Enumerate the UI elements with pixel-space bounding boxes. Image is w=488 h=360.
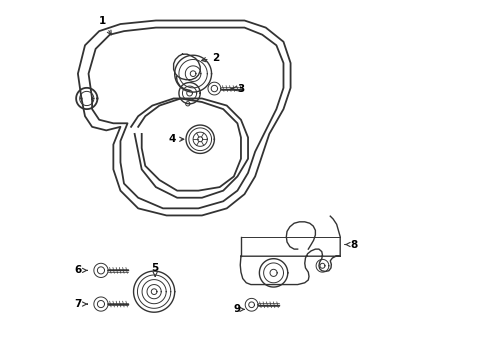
Text: 1: 1 <box>99 15 111 35</box>
Text: 2: 2 <box>201 53 219 63</box>
Text: 8: 8 <box>345 239 357 249</box>
Text: 6: 6 <box>74 265 87 275</box>
Text: 7: 7 <box>74 299 87 309</box>
Text: 3: 3 <box>231 84 244 94</box>
Text: 5: 5 <box>151 262 159 276</box>
Text: 9: 9 <box>233 304 244 314</box>
Text: 4: 4 <box>168 134 183 144</box>
